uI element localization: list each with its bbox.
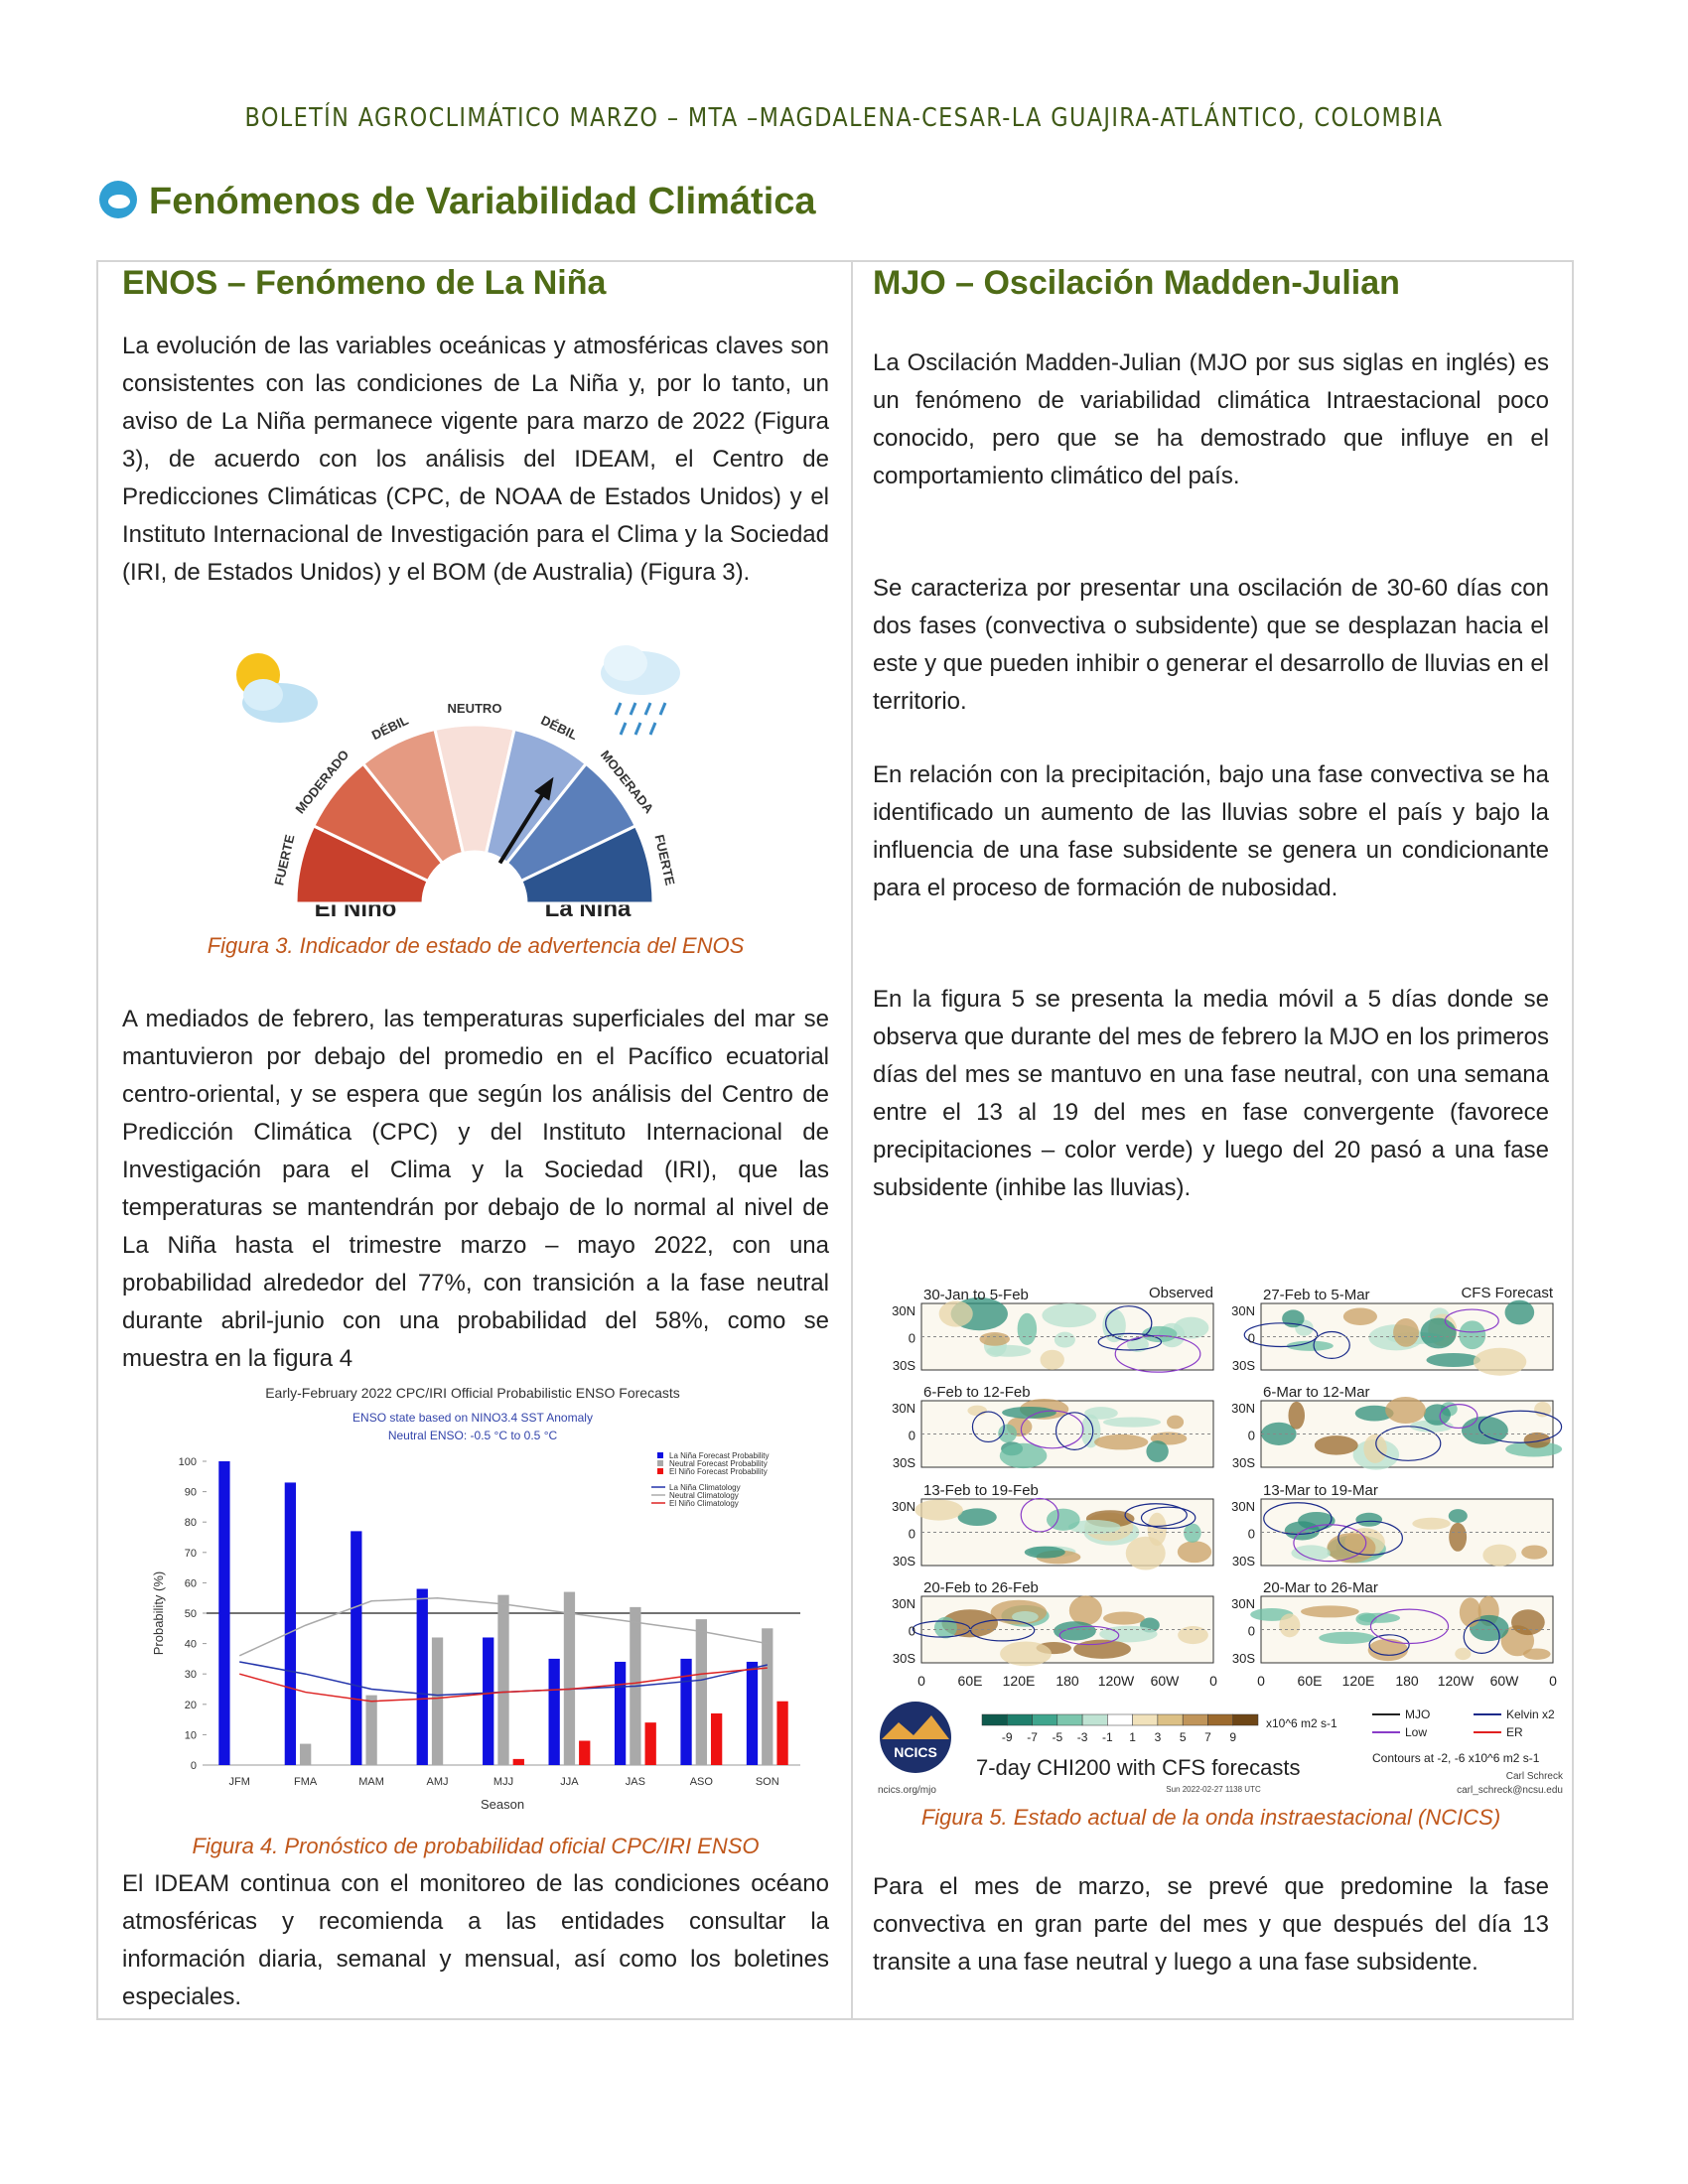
gauge-label: FUERTE <box>271 833 297 887</box>
paragraph: En la figura 5 se presenta la media móvi… <box>873 986 1549 1201</box>
figure-caption: Figura 3. Indicador de estado de adverte… <box>207 933 745 958</box>
gauge-label: NEUTRO <box>448 701 502 716</box>
paragraph: La evolución de las variables oceánicas … <box>122 333 829 586</box>
paragraph: La Oscilación Madden-Julian (MJO por sus… <box>873 349 1549 489</box>
column-heading: MJO – Oscilación Madden-Julian <box>873 264 1400 302</box>
paragraph: Para el mes de marzo, se prevé que predo… <box>873 1873 1549 1976</box>
enso-gauge: El Niño La Niña FUERTEMODERADODÉBILNEUTR… <box>236 645 680 922</box>
gauge-label: FUERTE <box>651 833 677 887</box>
section-icon <box>99 181 137 218</box>
gauge-arrowhead <box>534 776 554 801</box>
sun-cloud-icon <box>236 653 318 723</box>
paragraph: En relación con la precipitación, bajo u… <box>873 761 1549 901</box>
content-box <box>96 260 1574 2020</box>
paragraph: A mediados de febrero, las temperaturas … <box>122 1006 829 1372</box>
figure-caption: Figura 5. Estado actual de la onda instr… <box>920 1805 1501 1830</box>
rain-cloud-icon <box>601 645 680 736</box>
section-title: Fenómenos de Variabilidad Climática <box>149 181 816 222</box>
column-divider <box>851 260 853 2020</box>
column-heading: ENOS – Fenómeno de La Niña <box>122 264 607 302</box>
gauge-arrow <box>497 788 548 865</box>
gauge-segment <box>518 823 655 905</box>
paragraph: El IDEAM continua con el monitoreo de la… <box>122 1870 829 2010</box>
header-title: BOLETÍN AGROCLIMÁTICO MARZO – MTA –MAGDA… <box>244 103 1444 133</box>
figure-caption: Figura 4. Pronóstico de probabilidad ofi… <box>192 1834 760 1858</box>
paragraph: Se caracteriza por presentar una oscilac… <box>873 575 1549 715</box>
